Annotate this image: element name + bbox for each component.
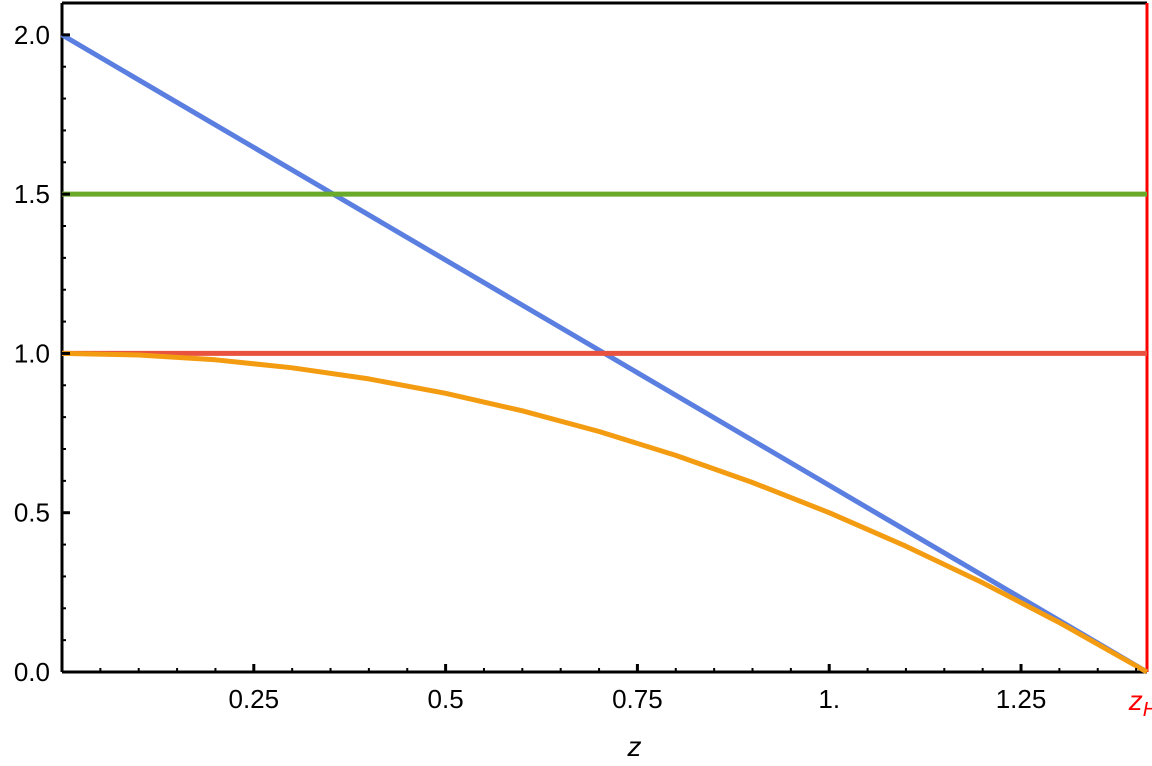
y-tick-label: 2.0 — [14, 20, 50, 50]
x-tick-label: 0.25 — [228, 684, 279, 714]
series-line-4 — [61, 350, 1149, 675]
y-tick-label: 0.0 — [14, 657, 50, 687]
plot-frame — [60, 1, 1149, 674]
x-tick-label: 0.5 — [428, 684, 464, 714]
ticks-layer — [62, 33, 1138, 674]
series-layer — [60, 32, 1149, 675]
x-tick-label: 1.25 — [996, 684, 1047, 714]
x-tick-label: 0.75 — [612, 684, 663, 714]
y-tick-label: 0.5 — [14, 498, 50, 528]
y-tick-label: 1.5 — [14, 179, 50, 209]
x-tick-label: 1. — [818, 684, 840, 714]
x-axis-title: z — [627, 731, 642, 762]
y-tick-label: 1.0 — [14, 338, 50, 368]
labels-layer: 0.25 0.5 0.75 1. 1.25 0.0 0.5 1.0 1.5 2.0 z zH — [14, 20, 1152, 762]
horizon-label: zH — [1128, 685, 1152, 721]
